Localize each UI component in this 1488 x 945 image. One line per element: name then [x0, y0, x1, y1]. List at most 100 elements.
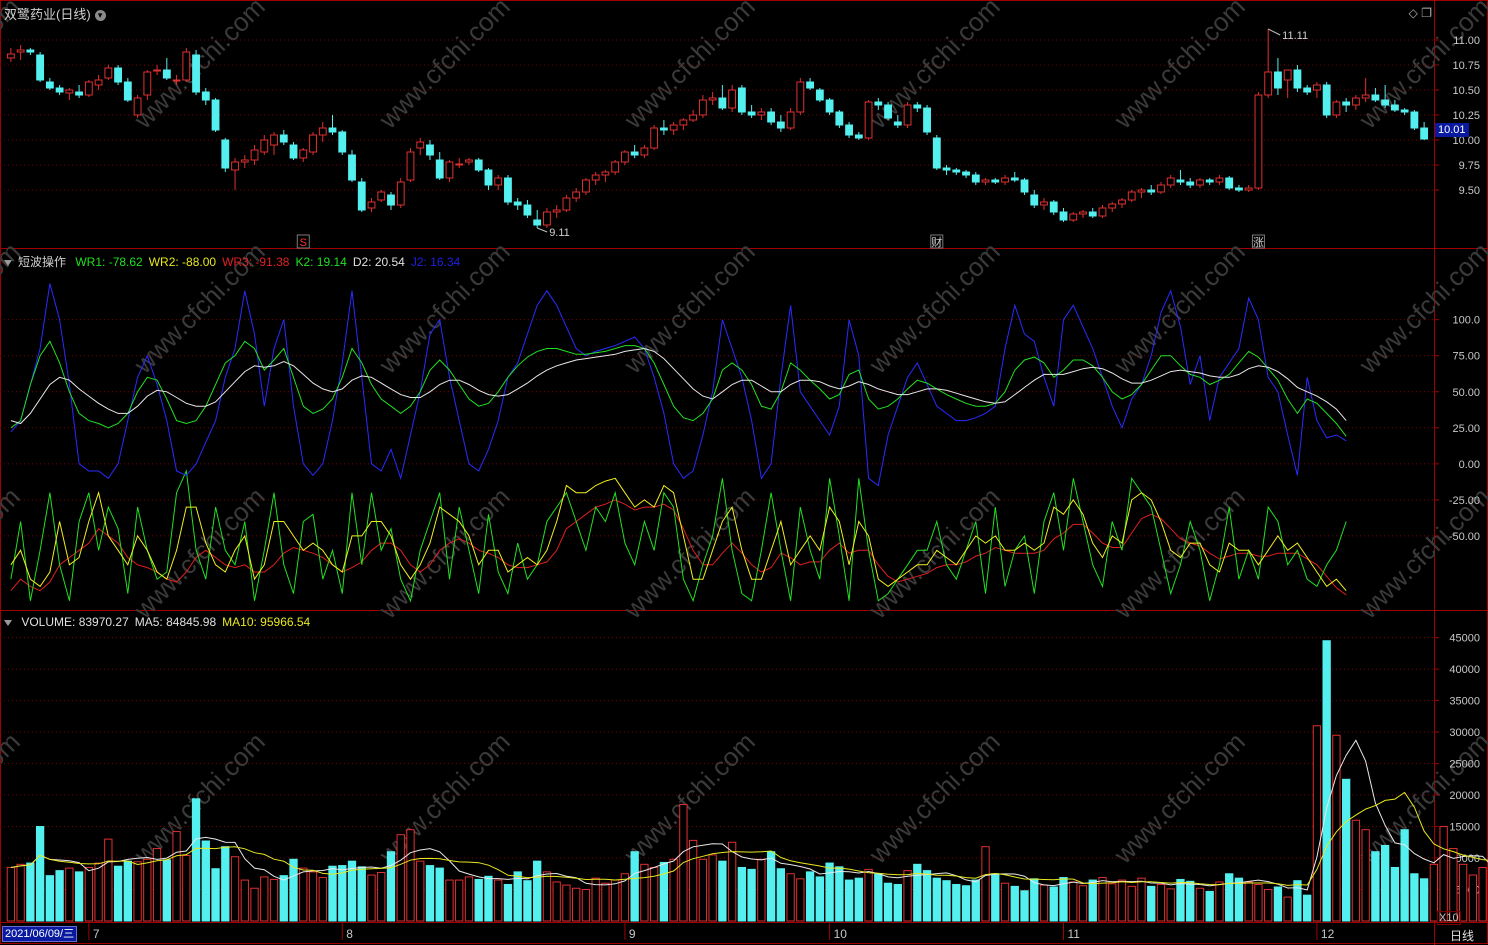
volume-bar-down: [45, 875, 55, 922]
volume-bar-down: [893, 883, 902, 922]
candle-up: [572, 191, 581, 199]
candle-down: [913, 104, 922, 109]
candle-up: [669, 124, 678, 131]
candle-down: [1088, 211, 1097, 217]
volume-bar-up: [1351, 819, 1361, 922]
volume-bar-up: [406, 829, 415, 922]
candle-down: [45, 81, 54, 89]
volume-bar-up: [16, 863, 25, 922]
candle-down: [659, 127, 668, 131]
candle-up: [1040, 201, 1048, 206]
candle-up: [601, 171, 610, 176]
chart-title-bar: 双鹭药业(日线) ▾: [4, 4, 106, 23]
candle-down: [338, 131, 347, 153]
volume-tick-label: 45000: [1449, 633, 1480, 645]
volume-bar-down: [854, 877, 863, 922]
scale-label[interactable]: X10: [1437, 911, 1461, 925]
candle-up: [172, 79, 181, 82]
candle-down: [435, 159, 444, 179]
candle-up: [1283, 69, 1292, 81]
volume-bar-up: [416, 860, 425, 922]
volume-bar-down: [844, 879, 854, 922]
volume-bar-up: [1039, 884, 1049, 922]
volume-bar-down: [425, 865, 435, 922]
candle-up: [377, 191, 386, 201]
title-menu-icon[interactable]: ▾: [94, 10, 106, 22]
volume-legend: VOLUME: 83970.27 MA5: 84845.98 MA10: 95966…: [4, 615, 316, 629]
candle-down: [932, 137, 941, 169]
volume-bar-up: [688, 839, 698, 922]
volume-ma10-line: [10, 791, 1488, 886]
volume-menu-icon[interactable]: [4, 619, 12, 626]
candle-down: [523, 204, 532, 216]
volume-bar-up: [591, 877, 600, 922]
indicator-menu-icon[interactable]: [4, 259, 12, 266]
volume-bar-down: [221, 846, 230, 922]
volume-bar-down: [1400, 829, 1409, 922]
volume-bar-down: [289, 858, 298, 922]
indicator-name[interactable]: 短波操作: [18, 255, 67, 269]
candle-down: [1176, 179, 1185, 183]
price-tick-label: 11.00: [1453, 35, 1480, 47]
candle-up: [1361, 94, 1370, 99]
volume-bar-down: [474, 878, 483, 922]
watermark-text: www.cfchi.com: [0, 726, 26, 869]
volume-bar-up: [796, 878, 805, 922]
candle-down: [1390, 104, 1399, 111]
candle-up: [455, 163, 464, 166]
candle-down: [533, 219, 542, 226]
volume-bar-up: [562, 884, 571, 922]
candle-down: [289, 144, 298, 159]
legend-item: MA10: 95966.54: [222, 615, 311, 629]
candle-down: [825, 99, 834, 113]
volume-bar-up: [1458, 863, 1468, 922]
candle-up: [299, 149, 308, 159]
volume-bar-down: [484, 875, 493, 922]
window-controls: ◇ ❐: [1409, 6, 1432, 20]
current-price-tag: 10.01: [1435, 123, 1469, 137]
event-marker-box: [1251, 234, 1265, 249]
volume-bar-up: [84, 866, 94, 922]
candle-down: [201, 91, 210, 101]
candle-up: [1157, 184, 1165, 193]
volume-bar-down: [1049, 886, 1058, 922]
volume-bar-down: [123, 860, 132, 922]
volume-bar-up: [1254, 883, 1263, 922]
candle-down: [328, 127, 337, 133]
volume-bar-down: [338, 865, 347, 922]
candle-up: [406, 151, 415, 181]
period-label[interactable]: 日线: [1449, 929, 1474, 943]
candle-down: [211, 99, 220, 131]
diamond-icon[interactable]: ◇: [1408, 6, 1418, 20]
candle-down: [854, 134, 863, 139]
candle-down: [874, 101, 883, 106]
restore-window-icon[interactable]: ❐: [1421, 6, 1432, 20]
volume-bar-up: [1156, 883, 1166, 922]
candle-up: [864, 101, 873, 139]
volume-bar-down: [1020, 890, 1029, 922]
volume-bar-up: [611, 879, 620, 922]
volume-bar-down: [1380, 844, 1390, 922]
candle-down: [718, 97, 727, 109]
candle-up: [16, 49, 25, 53]
volume-bar-down: [874, 873, 883, 922]
candle-up: [1244, 187, 1253, 191]
volume-bar-up: [182, 855, 191, 922]
volume-bar-up: [133, 861, 142, 922]
indicator-tick-label: 25.00: [1452, 423, 1480, 435]
candle-up: [698, 99, 707, 116]
volume-bar-down: [1371, 851, 1380, 922]
candle-up: [182, 51, 191, 81]
candle-down: [426, 144, 434, 156]
volume-bar-up: [708, 854, 717, 922]
month-label: 9: [629, 927, 636, 941]
candle-down: [1205, 179, 1214, 183]
volume-bar-up: [464, 876, 474, 922]
candle-up: [6, 53, 15, 59]
date-cursor-label: 2021/06/09/三: [2, 926, 78, 942]
volume-bar-down: [162, 859, 171, 922]
high-annotation: 11.11: [1282, 30, 1308, 42]
volume-bar-up: [1108, 883, 1117, 922]
volume-bar-down: [1303, 894, 1312, 922]
